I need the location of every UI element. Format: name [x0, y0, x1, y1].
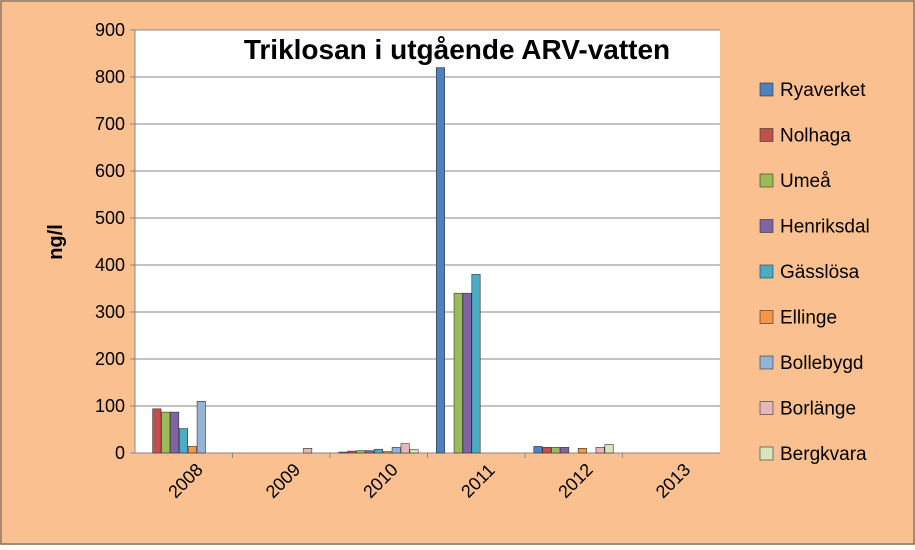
y-axis-label: ng/l — [45, 224, 67, 260]
bar-nolhaga-2010 — [347, 450, 357, 454]
bar-henriksdal-2012 — [560, 447, 570, 454]
bar-nolhaga-2012 — [542, 447, 552, 454]
bar-g-ssl-sa-2010 — [374, 448, 383, 454]
legend-label: Ellinge — [780, 308, 837, 329]
bar-ellinge-2012 — [577, 447, 587, 454]
bar-borl-nge-2009 — [303, 447, 313, 454]
bar-henriksdal-2010 — [365, 450, 375, 454]
bar-g-ssl-sa-2008 — [179, 428, 188, 454]
legend-swatch — [759, 310, 774, 324]
legend-swatch — [759, 82, 774, 97]
bar-borl-nge-2012 — [595, 447, 605, 454]
chart-title: Triklosan i utgående ARV-vatten — [244, 34, 670, 65]
bar-g-ssl-sa-2011 — [471, 274, 481, 454]
legend-label: Gässlösa — [780, 262, 860, 283]
legend-swatch — [759, 264, 774, 279]
bar-ryaverket-2011 — [435, 67, 445, 454]
legend-swatch — [759, 355, 774, 370]
bar-ryaverket-2012 — [533, 446, 543, 454]
legend-label: Nolhaga — [780, 126, 851, 147]
bar-borl-nge-2010 — [400, 443, 410, 454]
bar-ellinge-2010 — [382, 451, 392, 454]
bar-bollebygd-2008 — [196, 400, 206, 454]
bar-ellinge-2008 — [187, 446, 197, 454]
y-tick-label: 200 — [95, 349, 125, 369]
bar-ume--2008 — [161, 411, 171, 454]
legend-label: Bollebygd — [780, 353, 863, 374]
bar-bergkvara-2010 — [409, 449, 419, 454]
y-tick-label: 800 — [95, 67, 125, 87]
bar-ume--2012 — [551, 447, 561, 454]
y-tick-label: 300 — [95, 302, 125, 322]
y-tick-label: 600 — [95, 161, 125, 181]
y-tick-label: 500 — [95, 208, 125, 228]
legend-swatch — [759, 401, 774, 415]
y-tick-label: 100 — [95, 396, 125, 416]
legend-swatch — [759, 446, 774, 461]
y-tick-label: 700 — [95, 114, 125, 134]
bar-henriksdal-2011 — [462, 292, 472, 454]
bar-henriksdal-2008 — [170, 411, 180, 454]
y-tick-label: 400 — [95, 255, 125, 275]
bar-ryaverket-2010 — [338, 451, 348, 454]
y-tick-label: 0 — [115, 443, 125, 463]
bar-nolhaga-2008 — [152, 408, 162, 454]
legend-label: Ryaverket — [780, 80, 866, 101]
bar-ume--2010 — [356, 450, 366, 454]
y-tick-label: 900 — [95, 20, 125, 40]
legend-label: Bergkvara — [780, 444, 867, 465]
legend-swatch — [759, 219, 774, 233]
legend-label: Borlänge — [780, 399, 856, 420]
bar-bergkvara-2012 — [604, 444, 614, 454]
bar-ume--2011 — [453, 292, 463, 454]
legend-label: Henriksdal — [780, 217, 870, 238]
plot-area — [135, 30, 720, 453]
bar-bollebygd-2010 — [391, 447, 401, 454]
legend-swatch — [759, 173, 774, 188]
legend-label: Umeå — [780, 171, 831, 192]
legend-swatch — [759, 128, 774, 142]
